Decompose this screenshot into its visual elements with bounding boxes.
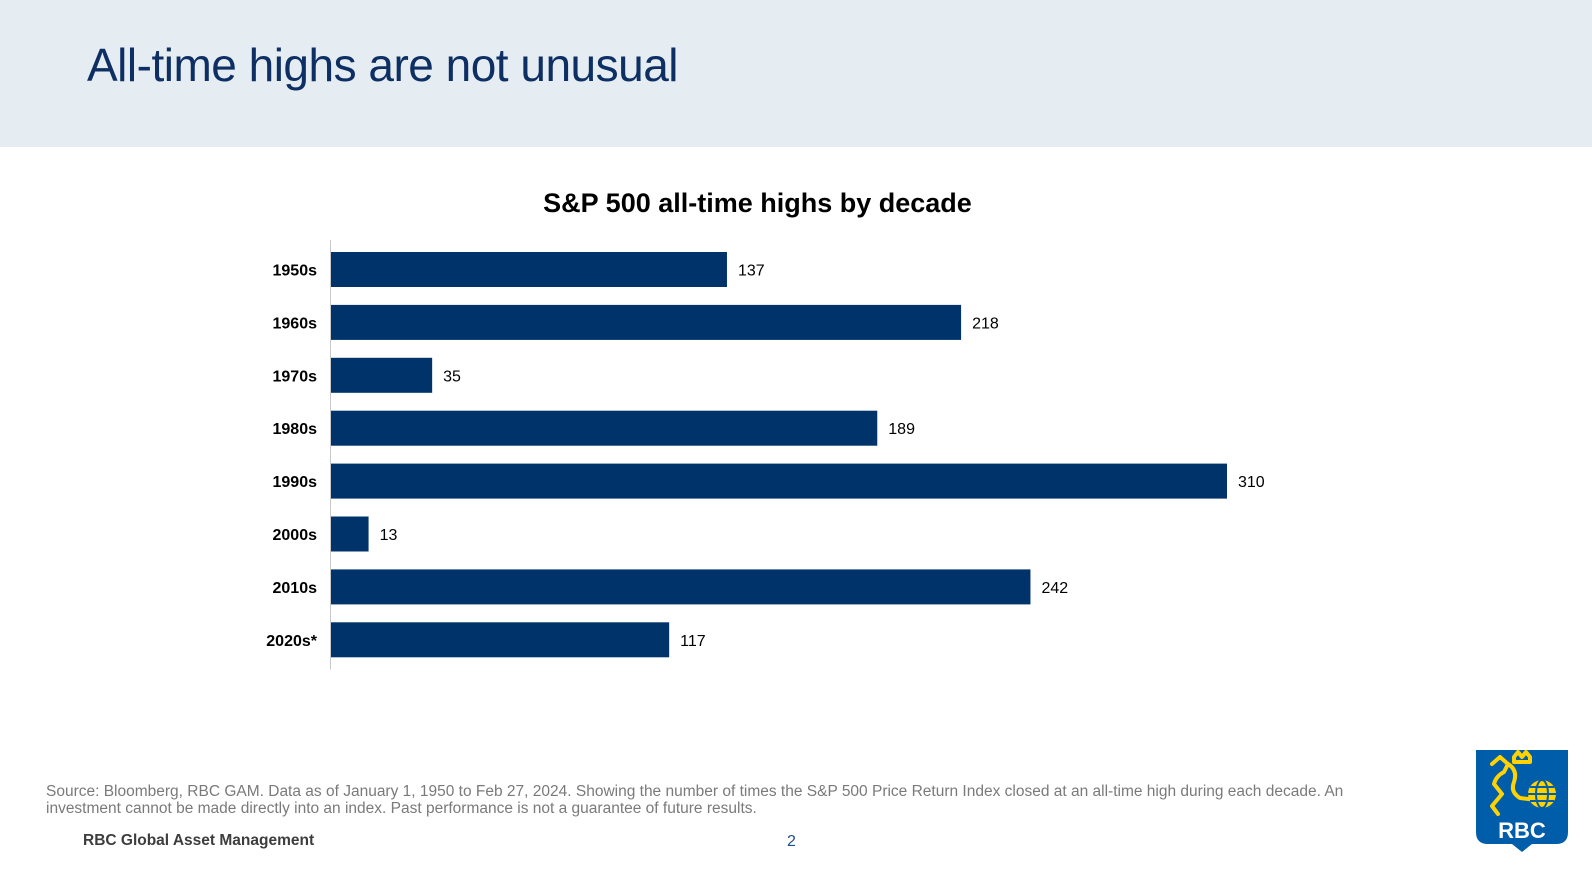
brand-name: RBC Global Asset Management <box>83 832 315 849</box>
bar-chart: 1950s 137 1960s 218 1970s 35 1980s 189 1990s 310 2… <box>266 240 1265 670</box>
data-label: 13 <box>380 527 398 544</box>
bar <box>331 252 727 287</box>
slide-title: All-time highs are not unusual <box>87 39 679 91</box>
category-label: 1950s <box>273 263 318 280</box>
category-label: 1980s <box>273 421 318 438</box>
category-label: 1990s <box>273 474 318 491</box>
logo-text: RBC <box>1498 818 1546 843</box>
data-label: 310 <box>1238 474 1265 491</box>
data-label: 117 <box>680 633 706 650</box>
chart-title: S&P 500 all-time highs by decade <box>543 188 972 218</box>
category-label: 2010s <box>273 580 318 597</box>
bar <box>331 410 878 446</box>
bar <box>331 357 433 393</box>
category-label: 1970s <box>273 368 318 385</box>
bar <box>331 569 1031 605</box>
category-label: 1960s <box>273 315 318 332</box>
category-label: 2020s* <box>266 633 317 650</box>
bar <box>331 304 962 340</box>
data-label: 218 <box>972 315 999 332</box>
data-label: 242 <box>1041 580 1068 597</box>
data-label: 189 <box>888 421 915 438</box>
source-footnote: Source: Bloomberg, RBC GAM. Data as of J… <box>46 783 1344 817</box>
data-label: 35 <box>443 368 461 385</box>
bar <box>331 622 670 658</box>
header-band <box>0 0 1592 147</box>
bar <box>331 516 369 552</box>
data-label: 137 <box>738 263 765 280</box>
bar <box>331 463 1227 499</box>
page-number: 2 <box>787 833 796 850</box>
category-label: 2000s <box>273 527 318 544</box>
rbc-logo: RBC <box>1476 750 1568 852</box>
